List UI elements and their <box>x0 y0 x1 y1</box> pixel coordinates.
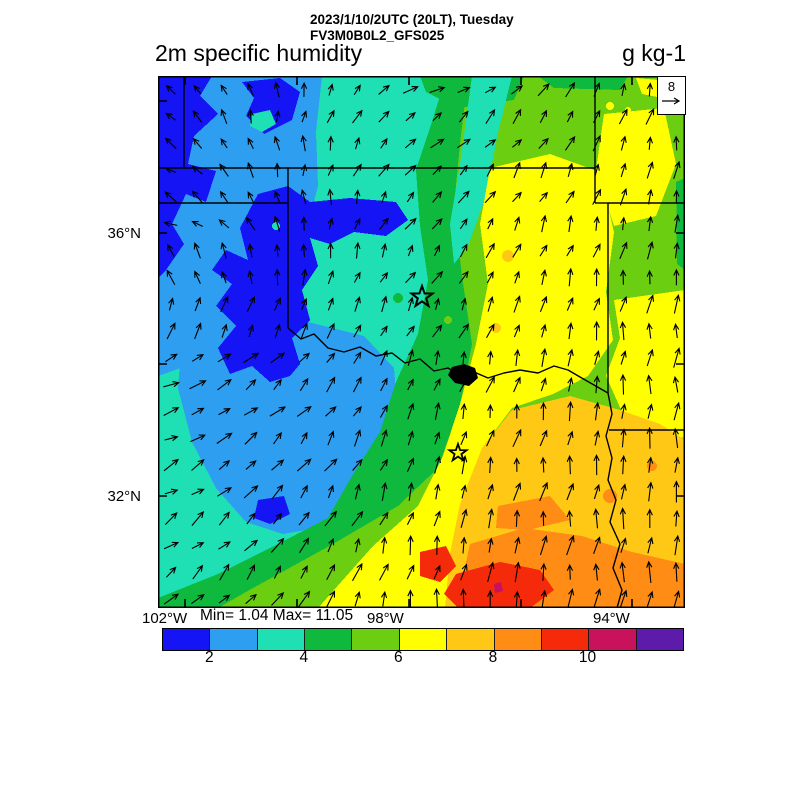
colorbar-tick-label: 10 <box>578 649 597 666</box>
plot-model-id: FV3M0B0L2_GFS025 <box>310 28 445 43</box>
colorbar-segment <box>351 629 399 650</box>
minmax-label: Min= 1.04 Max= 11.05 <box>200 607 354 624</box>
colorbar-segment <box>446 629 494 650</box>
colorbar-tick-label: 6 <box>394 649 403 666</box>
colorbar-segment <box>209 629 257 650</box>
colorbar-tick-label: 4 <box>299 649 309 666</box>
map-canvas <box>158 76 685 610</box>
colorbar-segment <box>635 629 683 650</box>
humidity-field <box>158 76 685 608</box>
colorbar-tick-label: 8 <box>488 649 498 666</box>
field-title: 2m specific humidity <box>155 40 363 66</box>
colorbar-segment <box>163 629 210 650</box>
lat-label-36n: 36°N <box>107 225 141 242</box>
colorbar-segment <box>398 629 447 650</box>
colorbar-segment <box>493 629 541 650</box>
lake-marker <box>448 364 478 386</box>
humidity-map-svg <box>158 76 685 610</box>
colorbar-segment <box>540 629 589 650</box>
reference-vector-arrow <box>662 97 681 105</box>
colorbar <box>162 628 684 651</box>
city-star-marker-north <box>408 282 436 309</box>
colorbar-tick-label: 2 <box>204 649 214 666</box>
state-borders <box>158 76 685 609</box>
axis-ticks <box>158 76 685 608</box>
units-label: g kg-1 <box>622 40 686 66</box>
wind-arrows <box>163 81 681 610</box>
lon-label-98w: 98°W <box>367 610 404 627</box>
plot-datetime: 2023/1/10/2UTC (20LT), Tuesday <box>310 12 514 27</box>
reference-vector-box: 8 <box>657 76 686 115</box>
reference-vector-value: 8 <box>667 79 676 94</box>
lon-label-102w: 102°W <box>142 610 188 627</box>
city-star-marker-south <box>446 441 470 463</box>
colorbar-segment <box>588 629 636 650</box>
colorbar-segment <box>256 629 305 650</box>
lat-label-32n: 32°N <box>107 488 141 505</box>
map-frame <box>158 76 685 608</box>
colorbar-segment <box>304 629 352 650</box>
lon-label-94w: 94°W <box>593 610 630 627</box>
